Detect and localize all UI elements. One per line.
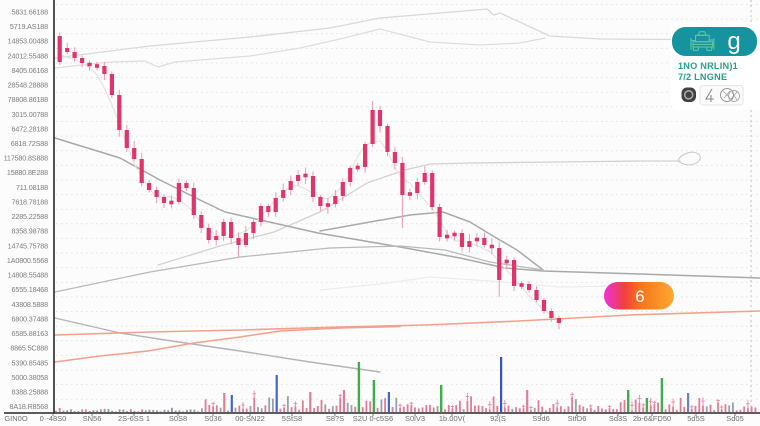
svg-text:StfD6: StfD6 xyxy=(568,414,587,423)
svg-text:2S-6SS 1: 2S-6SS 1 xyxy=(118,414,150,423)
svg-text:3015.00788: 3015.00788 xyxy=(12,110,49,119)
svg-text:5StS8: 5StS8 xyxy=(282,414,302,423)
svg-text:43808.5888: 43808.5888 xyxy=(12,300,49,309)
svg-text:S0lV3: S0lV3 xyxy=(405,414,425,423)
svg-text:6472.28188: 6472.28188 xyxy=(12,124,49,133)
svg-text:2285.22588: 2285.22588 xyxy=(12,212,49,221)
svg-text:8A18.R8568: 8A18.R8568 xyxy=(10,402,49,411)
svg-text:14808.55488: 14808.55488 xyxy=(8,271,48,280)
svg-text:8405.06168: 8405.06168 xyxy=(12,66,49,75)
svg-text:g: g xyxy=(727,28,740,55)
svg-text:5831.66188: 5831.66188 xyxy=(12,7,49,16)
svg-text:7618.78188: 7618.78188 xyxy=(12,198,49,207)
svg-text:S2U 0-c5S6: S2U 0-c5S6 xyxy=(353,414,393,423)
svg-text:8358.98788: 8358.98788 xyxy=(12,227,49,236)
svg-text:5d5S: 5d5S xyxy=(687,414,705,423)
svg-text:5000.38058: 5000.38058 xyxy=(12,373,49,382)
svg-text:117580.8S888: 117580.8S888 xyxy=(4,154,49,163)
svg-text:0·-48S0: 0·-48S0 xyxy=(40,414,67,423)
svg-text:6585.88163: 6585.88163 xyxy=(12,329,49,338)
svg-text:S9d6: S9d6 xyxy=(532,414,550,423)
svg-text:Sd3S: Sd3S xyxy=(609,414,627,423)
svg-text:S8?S: S8?S xyxy=(326,414,344,423)
svg-text:00-SN22: 00-SN22 xyxy=(235,414,265,423)
svg-text:7/2 LNGNE: 7/2 LNGNE xyxy=(678,72,727,82)
svg-text:Sd05: Sd05 xyxy=(726,414,744,423)
svg-text:S0S8: S0S8 xyxy=(169,414,187,423)
svg-text:8865.5C888: 8865.5C888 xyxy=(10,344,48,353)
svg-text:14853.00488: 14853.00488 xyxy=(8,37,48,46)
svg-text:8388.25888: 8388.25888 xyxy=(12,388,49,397)
svg-text:6818.72S88: 6818.72S88 xyxy=(11,139,48,148)
svg-text:6: 6 xyxy=(635,287,644,306)
svg-text:1NO NRLIN)1: 1NO NRLIN)1 xyxy=(678,61,738,71)
svg-text:5K.M8.E98: 5K.M8.E98 xyxy=(14,0,48,2)
svg-text:711.08188: 711.08188 xyxy=(16,183,48,192)
svg-text:S036: S036 xyxy=(204,414,222,423)
svg-text:15880.8E288: 15880.8E288 xyxy=(7,168,48,177)
svg-text:14745.75788: 14745.75788 xyxy=(8,241,48,250)
svg-text:24012.55488: 24012.55488 xyxy=(8,51,48,60)
svg-text:28548.28888: 28548.28888 xyxy=(8,81,48,90)
svg-text:5719.AS188: 5719.AS188 xyxy=(10,22,48,31)
svg-text:5390.85485: 5390.85485 xyxy=(12,358,49,367)
svg-text:1b.00V(: 1b.00V( xyxy=(439,414,466,423)
svg-text:6800.37488: 6800.37488 xyxy=(12,314,49,323)
svg-text:SN56: SN56 xyxy=(83,414,102,423)
svg-text:6555.18468: 6555.18468 xyxy=(12,285,49,294)
svg-text:78808.86188: 78808.86188 xyxy=(8,95,48,104)
svg-text:1A0800.5568: 1A0800.5568 xyxy=(7,256,48,265)
svg-text:92(S: 92(S xyxy=(490,414,506,423)
svg-text:2b-6&FD50: 2b-6&FD50 xyxy=(633,414,671,423)
svg-text:GIN0O: GIN0O xyxy=(4,414,28,423)
